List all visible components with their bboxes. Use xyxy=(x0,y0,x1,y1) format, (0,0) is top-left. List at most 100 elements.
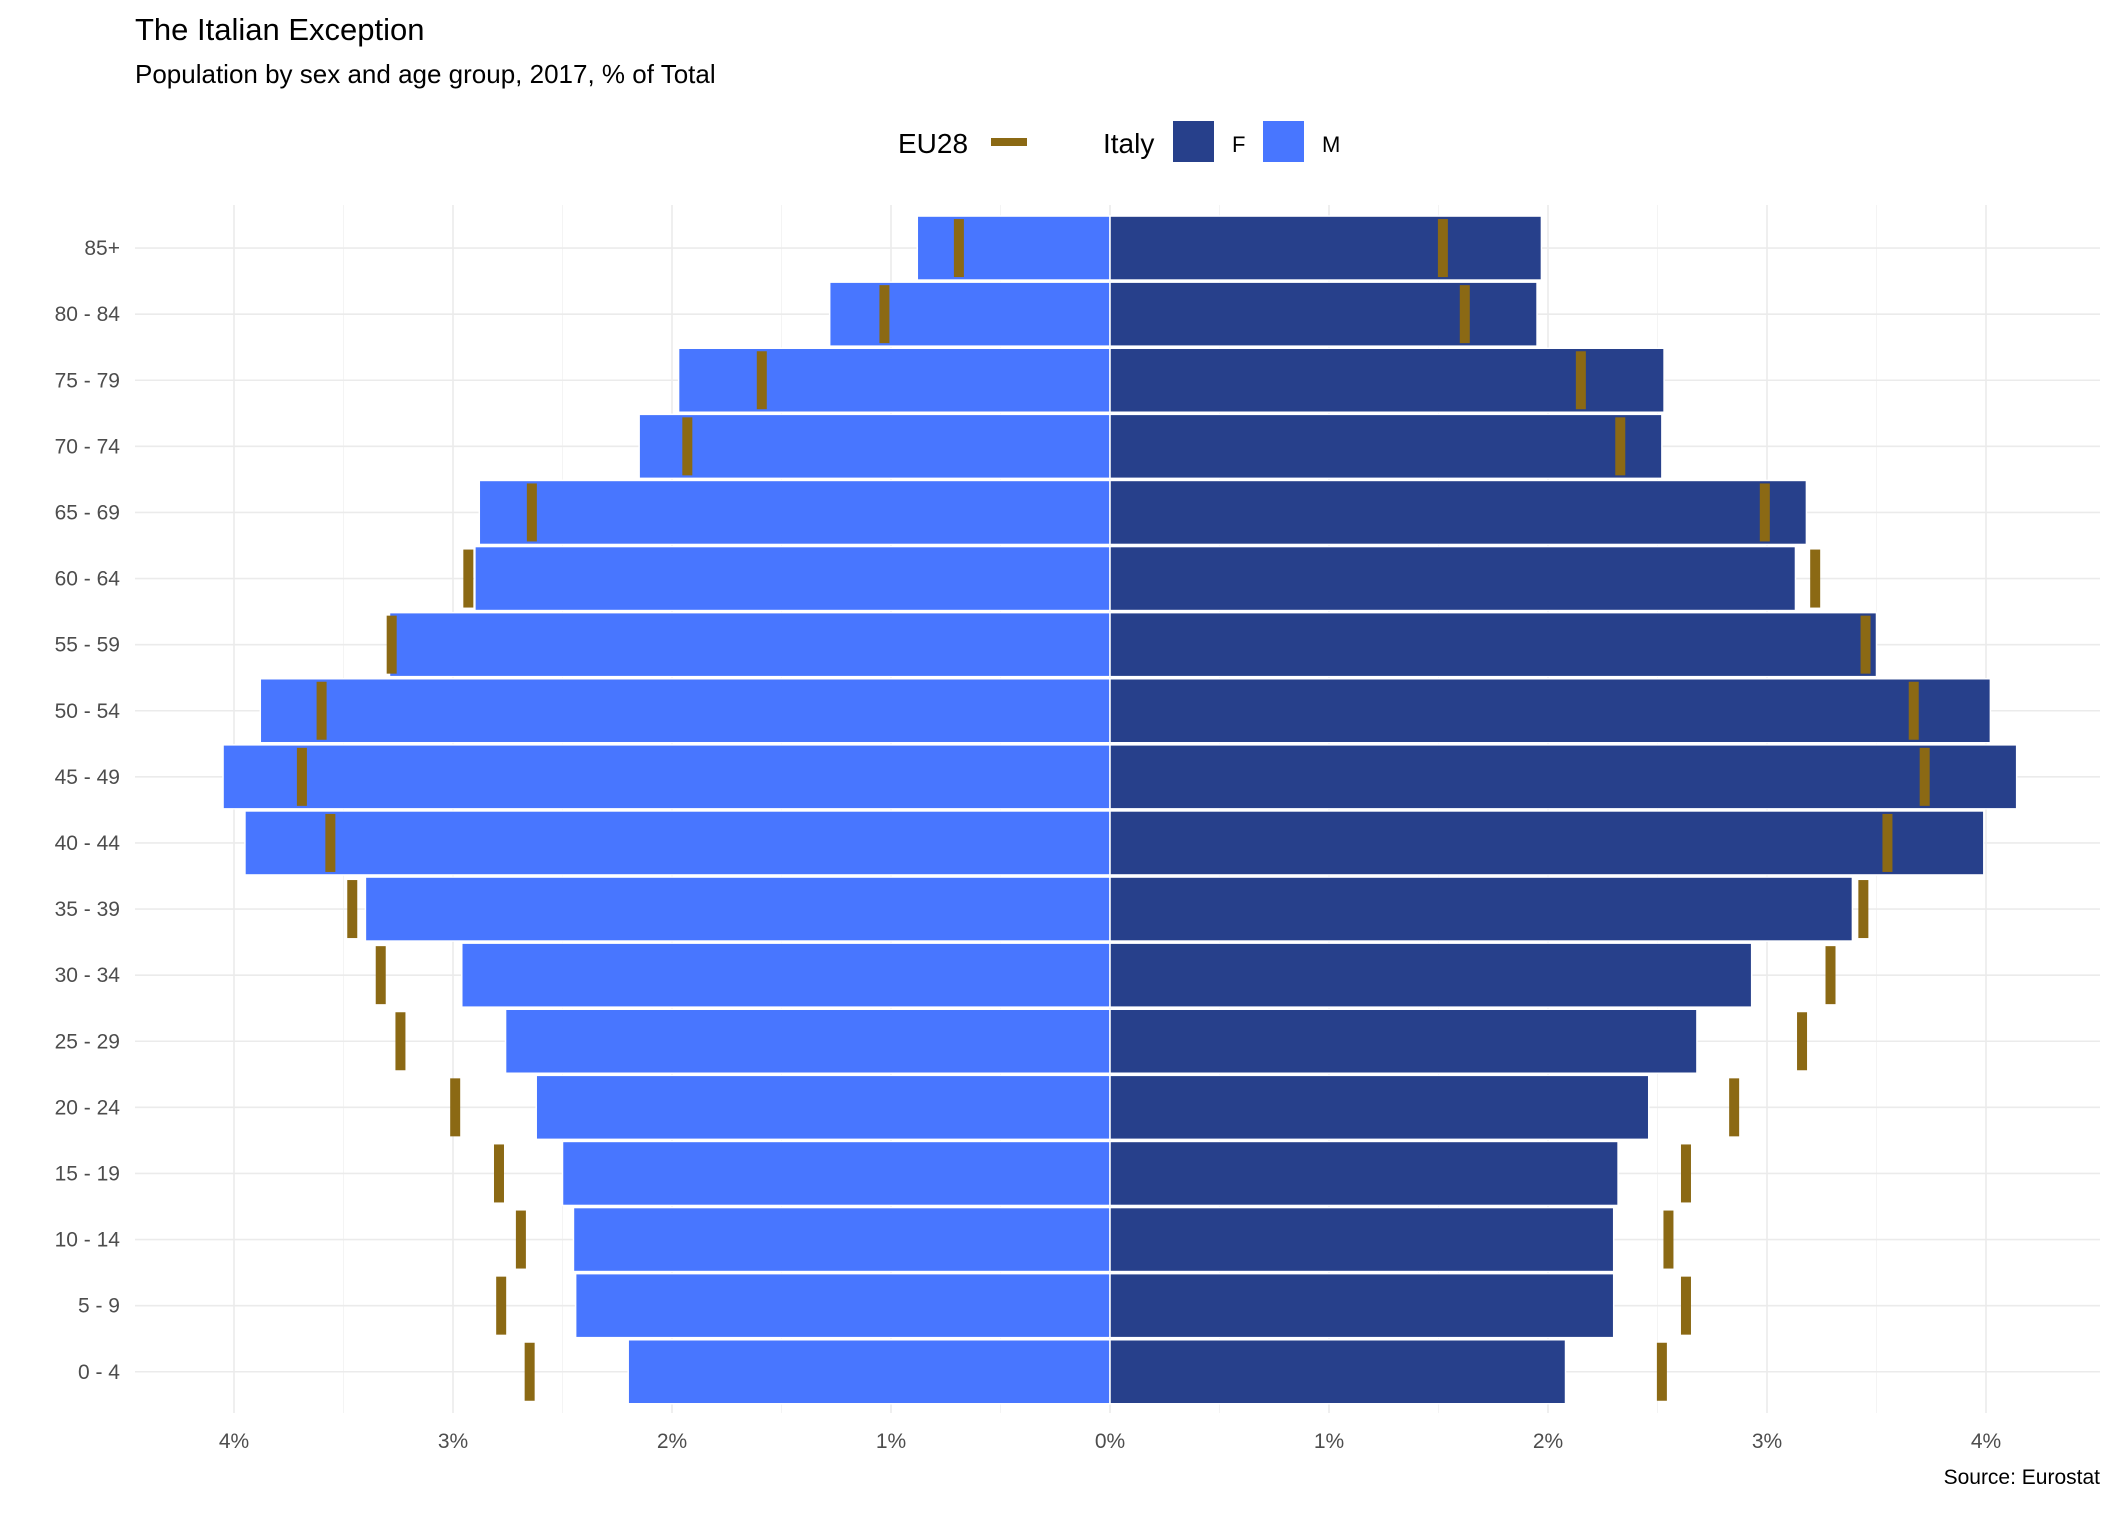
bar-italy-male xyxy=(244,810,1111,876)
bar-italy-female xyxy=(1109,413,1663,480)
mark-eu28-female xyxy=(1729,1078,1740,1137)
y-axis-labels: 0 - 4 5 - 9 10 - 14 15 - 19 20 - 24 25 - 29 30… xyxy=(55,237,121,1384)
x-tick-label: 3% xyxy=(1752,1430,1782,1453)
mark-eu28-female xyxy=(1615,417,1626,476)
chart-caption: Source: Eurostat xyxy=(1944,1466,2101,1489)
bar-italy-female xyxy=(1109,1206,1615,1273)
bar-italy-female xyxy=(1109,744,2018,810)
x-tick-label: 0% xyxy=(1095,1430,1125,1453)
bar-italy-male xyxy=(504,1008,1111,1074)
y-tick-label: 50 - 54 xyxy=(55,700,121,723)
mark-eu28-male xyxy=(756,351,767,410)
x-tick-label: 2% xyxy=(657,1430,687,1453)
mark-eu28-male xyxy=(450,1078,461,1137)
legend-key-female xyxy=(1173,121,1214,162)
legend: EU28 Italy F M xyxy=(898,121,1340,162)
y-tick-label: 0 - 4 xyxy=(78,1361,120,1384)
mark-eu28-male xyxy=(953,219,964,278)
mark-eu28-male xyxy=(325,813,336,872)
bar-italy-male xyxy=(677,347,1111,413)
y-tick-label: 40 - 44 xyxy=(55,832,121,855)
bar-italy-male xyxy=(259,678,1111,744)
italy-bars xyxy=(222,215,2018,1405)
mark-eu28-female xyxy=(1860,615,1871,674)
mark-eu28-female xyxy=(1680,1144,1691,1203)
mark-eu28-female xyxy=(1919,747,1930,806)
y-tick-label: 55 - 59 xyxy=(55,634,120,657)
mark-eu28-male xyxy=(524,1342,535,1401)
bar-italy-male xyxy=(478,479,1111,546)
mark-eu28-male xyxy=(296,747,307,806)
mark-eu28-male xyxy=(395,1012,406,1071)
bar-italy-male xyxy=(474,545,1111,612)
bar-italy-female xyxy=(1109,611,1878,678)
bar-italy-male xyxy=(561,1140,1111,1207)
legend-label-male: M xyxy=(1322,132,1340,157)
mark-eu28-female xyxy=(1759,483,1770,542)
bar-italy-female xyxy=(1109,1140,1619,1207)
bar-italy-male xyxy=(535,1074,1111,1141)
x-tick-label: 3% xyxy=(438,1430,468,1453)
y-tick-label: 25 - 29 xyxy=(55,1030,120,1053)
bar-italy-male xyxy=(222,744,1111,810)
legend-key-male xyxy=(1263,121,1304,162)
y-tick-label: 85+ xyxy=(84,237,120,260)
bar-italy-female xyxy=(1109,281,1538,347)
bar-italy-female xyxy=(1109,876,1854,942)
bar-italy-male xyxy=(572,1206,1111,1273)
mark-eu28-male xyxy=(515,1210,526,1269)
y-tick-label: 20 - 24 xyxy=(55,1096,121,1119)
bar-italy-female xyxy=(1109,678,1992,744)
mark-eu28-male xyxy=(316,681,327,740)
legend-label-female: F xyxy=(1232,132,1245,157)
x-tick-label: 4% xyxy=(219,1430,249,1453)
bar-italy-female xyxy=(1109,1339,1567,1405)
x-tick-label: 1% xyxy=(876,1430,906,1453)
bar-italy-male xyxy=(574,1272,1111,1339)
mark-eu28-female xyxy=(1810,549,1821,608)
mark-eu28-male xyxy=(463,549,474,608)
bar-italy-female xyxy=(1109,479,1808,546)
bar-italy-female xyxy=(1109,1008,1698,1074)
mark-eu28-female xyxy=(1437,219,1448,278)
mark-eu28-female xyxy=(1797,1012,1808,1071)
bar-italy-female xyxy=(1109,1074,1650,1141)
mark-eu28-female xyxy=(1908,681,1919,740)
y-tick-label: 5 - 9 xyxy=(78,1295,120,1318)
mark-eu28-female xyxy=(1825,946,1836,1005)
bar-italy-male xyxy=(364,876,1111,942)
y-tick-label: 60 - 64 xyxy=(55,568,121,591)
mark-eu28-female xyxy=(1459,285,1470,344)
mark-eu28-female xyxy=(1663,1210,1674,1269)
bar-italy-female xyxy=(1109,810,1985,876)
legend-title-italy: Italy xyxy=(1103,128,1154,159)
mark-eu28-male xyxy=(682,417,693,476)
chart-subtitle: Population by sex and age group, 2017, %… xyxy=(135,59,716,89)
mark-eu28-female xyxy=(1656,1342,1667,1401)
bar-italy-female xyxy=(1109,215,1543,281)
bar-italy-male xyxy=(627,1339,1111,1405)
y-tick-label: 80 - 84 xyxy=(55,303,121,326)
bar-italy-male xyxy=(916,215,1111,281)
eu28-marks xyxy=(296,219,1930,1401)
bar-italy-female xyxy=(1109,942,1753,1008)
bar-italy-female xyxy=(1109,347,1665,413)
mark-eu28-female xyxy=(1575,351,1586,410)
mark-eu28-male xyxy=(375,946,386,1005)
legend-title-eu28: EU28 xyxy=(898,128,968,159)
x-axis-labels: 4% 3% 2% 1% 0% 1% 2% 3% 4% xyxy=(219,1430,2001,1453)
x-tick-label: 4% xyxy=(1971,1430,2001,1453)
mark-eu28-male xyxy=(496,1276,507,1335)
bar-italy-female xyxy=(1109,1272,1615,1339)
y-tick-label: 10 - 14 xyxy=(55,1229,121,1252)
mark-eu28-male xyxy=(347,880,358,939)
x-tick-label: 1% xyxy=(1314,1430,1344,1453)
y-tick-label: 15 - 19 xyxy=(55,1162,120,1185)
mark-eu28-female xyxy=(1680,1276,1691,1335)
y-tick-label: 75 - 79 xyxy=(55,369,120,392)
mark-eu28-male xyxy=(386,615,397,674)
bar-italy-male xyxy=(461,942,1111,1008)
legend-key-eu28 xyxy=(991,138,1027,146)
y-tick-label: 35 - 39 xyxy=(55,898,120,921)
